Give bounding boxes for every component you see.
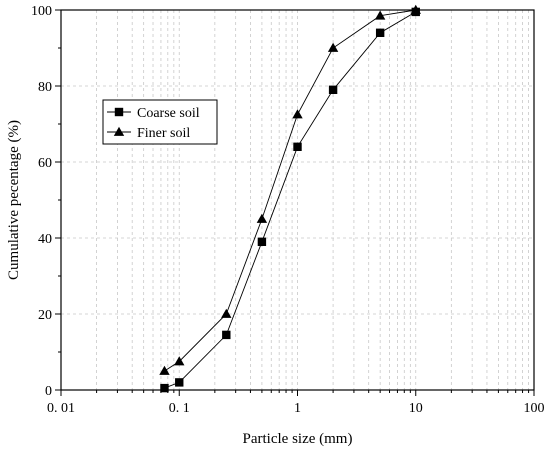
data-point: [374, 10, 386, 20]
legend-item: Finer soil: [107, 126, 190, 141]
data-point: [257, 237, 267, 246]
y-tick-label: 0: [45, 384, 52, 399]
legend-label: Coarse soil: [137, 106, 200, 121]
legend-label: Finer soil: [137, 126, 190, 141]
data-point: [293, 142, 302, 151]
tick-labels: 0. 01 0. 1 1 10 100 0 20 40 60 80 100: [31, 4, 545, 416]
data-point: [375, 28, 385, 37]
x-axis-label: Particle size (mm): [243, 431, 353, 447]
series-line: [164, 11, 416, 389]
x-tick-label: 0. 1: [169, 401, 190, 416]
grid: [61, 10, 534, 390]
y-tick-label: 20: [38, 308, 52, 323]
legend-item: Coarse soil: [107, 106, 200, 121]
y-tick-label: 60: [38, 156, 52, 171]
data-point: [221, 308, 232, 318]
data-point: [175, 378, 184, 387]
data-point: [327, 42, 339, 52]
legend-items: Coarse soil Finer soil: [107, 106, 200, 141]
x-tick-label: 1: [294, 401, 301, 416]
data-point: [160, 383, 169, 393]
data-point: [256, 213, 268, 223]
legend-marker: [113, 126, 125, 136]
x-tick-label: 0. 01: [47, 401, 75, 416]
series-triangle: [159, 4, 421, 375]
y-tick-label: 100: [31, 4, 52, 19]
x-tick-label: 100: [524, 401, 545, 416]
series-square: [160, 7, 420, 393]
x-tick-label: 10: [409, 401, 423, 416]
data-point: [159, 365, 170, 375]
ticks: [55, 9, 535, 396]
legend: Coarse soil Finer soil: [102, 99, 218, 145]
legend-box: [102, 99, 218, 145]
data-point: [222, 330, 231, 340]
data-point: [410, 4, 421, 14]
y-tick-label: 40: [38, 232, 52, 247]
data-point: [328, 85, 338, 94]
series-layer: [159, 4, 421, 393]
y-axis-label: Cumulative pecentage (%): [6, 120, 22, 280]
series-line: [164, 9, 416, 372]
y-tick-label: 80: [38, 80, 52, 95]
legend-marker: [114, 107, 124, 117]
data-point: [292, 109, 303, 119]
data-point: [174, 356, 185, 366]
